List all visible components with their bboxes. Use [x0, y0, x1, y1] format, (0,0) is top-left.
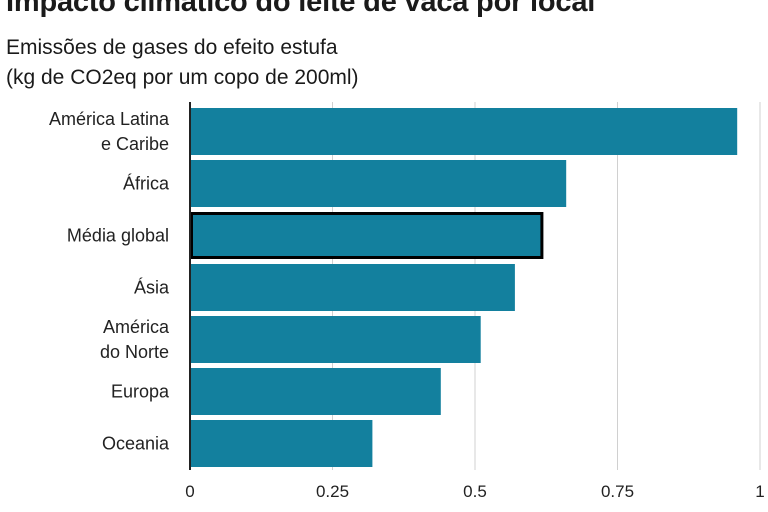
bar-highlighted [190, 212, 544, 259]
chart-title: Impacto climático do leite de vaca por l… [6, 0, 596, 18]
x-tick-label: 1 [755, 482, 764, 501]
chart-subtitle-line-1: Emissões de gases do efeito estufa [6, 36, 338, 59]
bar [190, 108, 738, 155]
category-label: e Caribe [101, 134, 169, 154]
bar [190, 420, 373, 467]
category-label: Ásia [134, 278, 170, 298]
category-label: do Norte [100, 342, 169, 362]
bar [190, 264, 515, 311]
category-label: Oceania [102, 434, 170, 454]
x-tick-label: 0.75 [601, 482, 634, 501]
bar [190, 368, 441, 415]
bar [190, 316, 481, 363]
bar [190, 160, 567, 207]
chart-subtitle-line-2: (kg de CO2eq por um copo de 200ml) [6, 66, 359, 89]
category-label: América [103, 317, 170, 337]
x-tick-label: 0.5 [463, 482, 487, 501]
x-tick-label: 0.25 [316, 482, 349, 501]
x-tick-label: 0 [185, 482, 194, 501]
category-label: Europa [111, 382, 170, 402]
category-label: América Latina [49, 109, 170, 129]
category-label: Média global [67, 226, 169, 246]
category-label: África [123, 174, 170, 194]
